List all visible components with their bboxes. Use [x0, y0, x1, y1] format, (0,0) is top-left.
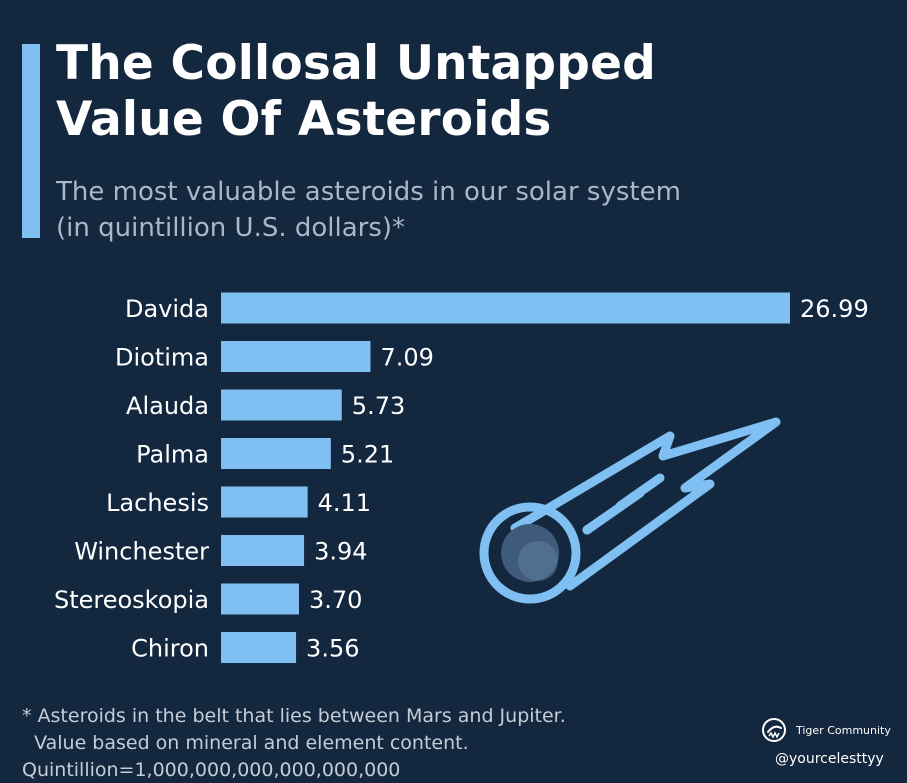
brand: Tiger Community: [760, 716, 891, 744]
value-label: 4.11: [318, 489, 371, 517]
subtitle-line-2: (in quintillion U.S. dollars)*: [56, 213, 406, 243]
title-line-2: Value Of Asteroids: [56, 92, 552, 147]
brand-handle: @yourcelesttyy: [775, 751, 884, 767]
comet-icon: [479, 417, 781, 604]
title-line-1: The Collosal Untapped: [56, 36, 657, 91]
bar: [221, 438, 331, 469]
category-label: Davida: [125, 295, 209, 323]
subtitle-line-1: The most valuable asteroids in our solar…: [56, 177, 681, 207]
title-accent-bar: [22, 44, 40, 238]
bar: [221, 486, 308, 518]
category-label: Stereoskopia: [54, 586, 209, 614]
footnote: * Asteroids in the belt that lies betwee…: [22, 703, 566, 783]
bar: [221, 292, 790, 324]
category-label: Diotima: [115, 344, 209, 372]
bar: [221, 632, 297, 663]
bar: [221, 535, 305, 566]
bar-chart: Davida 26.99 Diotima 7.09 Alauda 5.73 Palma 5.2…: [54, 292, 869, 663]
bar: [221, 583, 300, 615]
category-label: Palma: [136, 441, 209, 469]
page-subtitle: The most valuable asteroids in our solar…: [56, 174, 681, 246]
category-label: Chiron: [131, 635, 209, 663]
value-label: 3.94: [314, 538, 367, 566]
category-label: Alauda: [126, 392, 209, 420]
category-label: Lachesis: [106, 489, 209, 517]
bar: [221, 389, 342, 421]
bar: [221, 341, 371, 372]
value-label: 3.56: [306, 635, 359, 663]
category-label: Winchester: [74, 538, 209, 566]
footnote-line-3: Quintillion=1,000,000,000,000,000,000: [22, 759, 401, 781]
value-label: 5.21: [341, 441, 394, 469]
value-label: 26.99: [800, 295, 869, 323]
value-label: 5.73: [352, 392, 405, 420]
page-title: The Collosal Untapped Value Of Asteroids: [56, 36, 656, 148]
brand-name: Tiger Community: [796, 723, 891, 737]
value-label: 3.70: [309, 586, 362, 614]
footnote-line-1: * Asteroids in the belt that lies betwee…: [22, 705, 566, 727]
footnote-line-2: Value based on mineral and element conte…: [22, 732, 469, 754]
tiger-logo-icon: [762, 718, 786, 742]
value-label: 7.09: [380, 344, 433, 372]
